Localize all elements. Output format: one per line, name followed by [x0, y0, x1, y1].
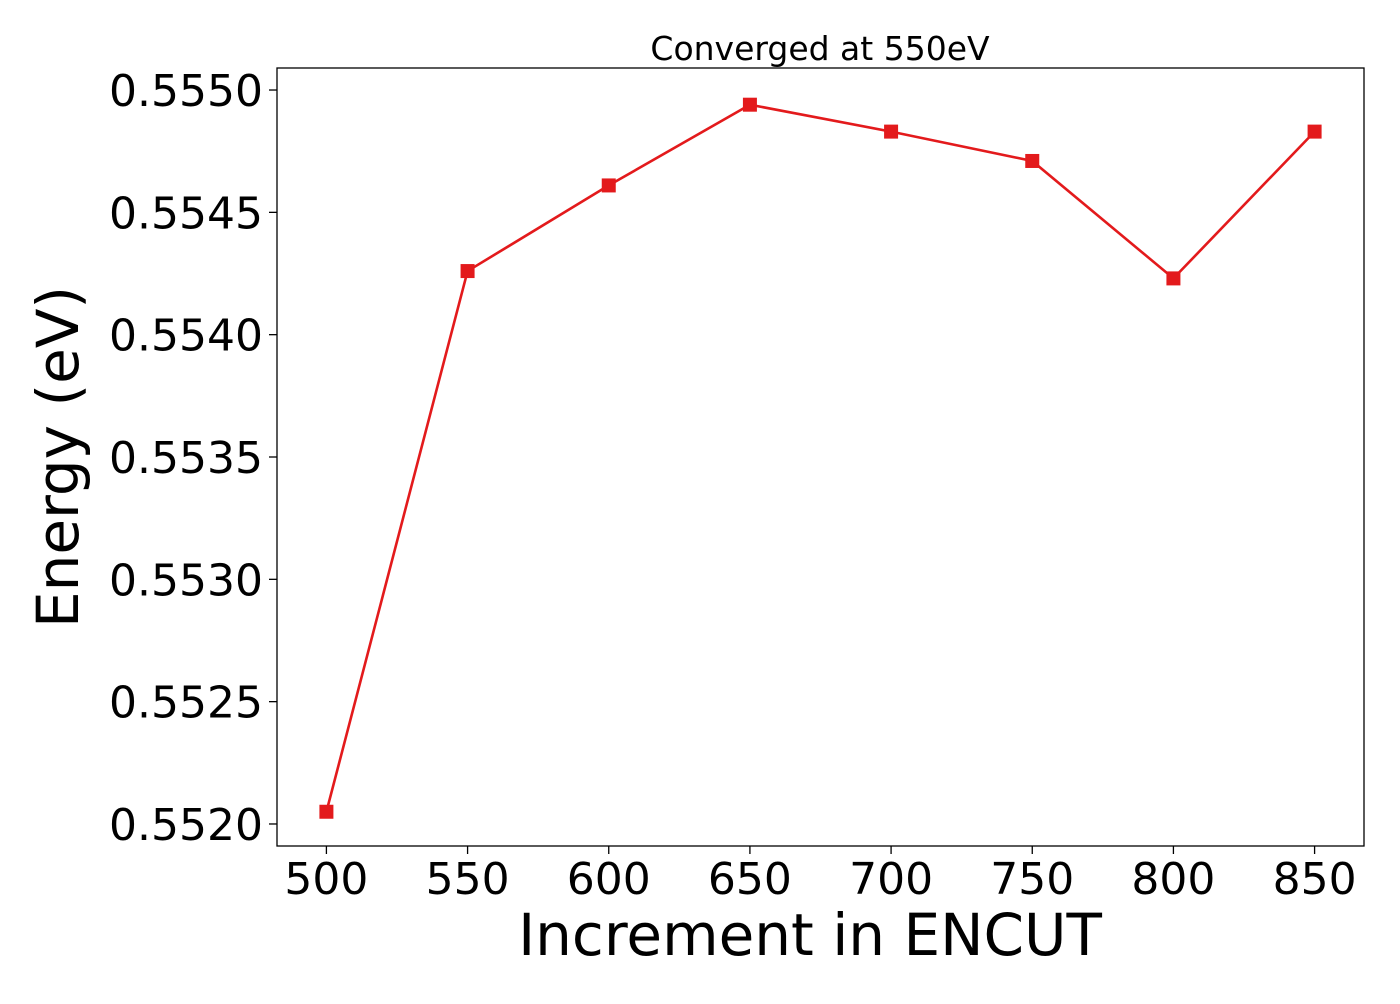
x-tick-label: 850: [1273, 854, 1357, 905]
y-tick-label: 0.5535: [109, 433, 263, 484]
x-tick-label: 600: [567, 854, 651, 905]
data-point: [1025, 153, 1040, 168]
y-tick-label: 0.5550: [109, 66, 263, 117]
data-point: [319, 804, 334, 819]
plot-frame: [276, 67, 1365, 847]
x-tick-label: 700: [849, 854, 933, 905]
series-layer: [319, 97, 1322, 819]
series-line: [325, 103, 1316, 813]
y-tick-label: 0.5530: [109, 555, 263, 606]
x-tick-label: 650: [708, 854, 792, 905]
x-tick-label: 500: [284, 854, 368, 905]
y-tick-label: 0.5520: [109, 800, 263, 851]
x-tick-label: 550: [426, 854, 510, 905]
x-axis-label: Increment in ENCUT: [518, 901, 1102, 969]
y-axis-ticks: 0.5520 0.5525 0.5530 0.5535 0.5540 0.5545 0.55…: [109, 66, 277, 851]
data-point: [601, 178, 616, 193]
chart-title: Converged at 550eV: [650, 29, 990, 68]
x-tick-label: 800: [1131, 854, 1215, 905]
y-tick-label: 0.5545: [109, 188, 263, 239]
data-point: [1166, 271, 1181, 286]
y-tick-label: 0.5540: [109, 311, 263, 362]
data-point: [742, 97, 757, 112]
data-point: [460, 264, 475, 279]
data-point: [884, 124, 899, 139]
y-tick-label: 0.5525: [109, 678, 263, 729]
y-axis-label: Energy (eV): [24, 286, 92, 628]
x-tick-label: 750: [990, 854, 1074, 905]
data-point: [1307, 124, 1322, 139]
x-axis-ticks: 500 550 600 650 700 750 800 850: [284, 846, 1357, 905]
